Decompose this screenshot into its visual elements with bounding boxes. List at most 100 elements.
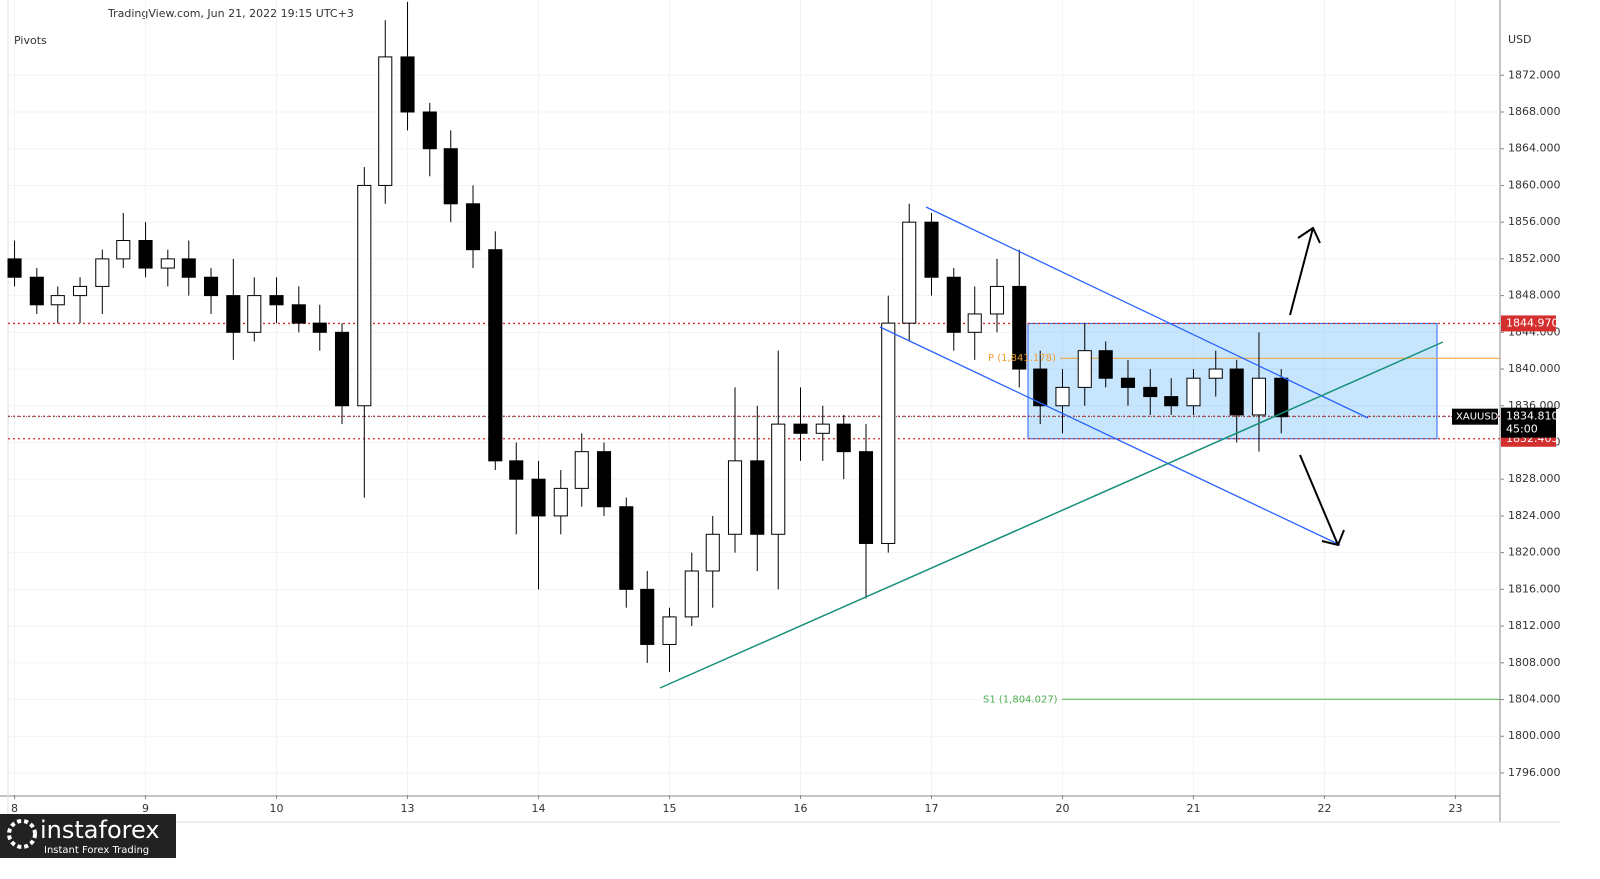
candle-body [72,285,88,297]
candle-body [640,588,655,645]
candle-body [1208,368,1223,379]
trendline [659,341,1444,689]
level-tag [1501,315,1556,332]
candle-body [1143,386,1158,398]
candle-body [160,258,175,269]
candle-body [1077,350,1092,388]
candle-body [334,331,350,407]
y-tick-label: 1828.000 [1508,472,1561,485]
x-tick-label: 10 [270,802,284,815]
candle-body [203,276,219,297]
x-tick-label: 15 [663,802,677,815]
candle-body [1033,368,1048,407]
candle-body [1229,368,1244,416]
candle-body [596,451,612,508]
candle-body [924,221,939,278]
candle-body [1164,396,1179,407]
candle-body [727,460,743,535]
x-tick-label: 21 [1186,802,1200,815]
y-tick-label: 1824.000 [1508,509,1561,522]
level-label: 1844.970 [1506,316,1559,329]
x-tick-label: 9 [142,802,149,815]
y-tick-label: 1840.000 [1508,362,1561,375]
candle-body [1251,377,1267,416]
candle-body [1186,377,1201,407]
header: TradingView.com, Jun 21, 2022 19:15 UTC+… [107,7,354,20]
x-tick-label: 13 [401,802,415,815]
candle-body [29,276,44,306]
candle-body [705,533,720,572]
y-tick-label: 1860.000 [1508,178,1561,191]
x-tick-label: 20 [1055,802,1069,815]
last-price-tag [1501,407,1556,438]
candle-body [574,451,589,489]
symbol-tag [1452,408,1498,425]
y-tick-label: 1800.000 [1508,729,1561,742]
x-tick-label: 14 [532,802,546,815]
x-tick-label: 22 [1317,802,1331,815]
candle-body [1274,377,1289,418]
y-tick-label: 1816.000 [1508,582,1561,595]
countdown: 45:00 [1506,423,1538,436]
candle-body [181,258,196,278]
pivot-label: S1 (1,804.027) [983,694,1058,705]
candle-body [116,240,131,260]
y-tick-label: 1872.000 [1508,68,1561,81]
candle-body [531,478,546,517]
candle-body [1120,377,1136,388]
watermark-box [0,814,176,858]
currency: USD [1508,33,1532,46]
candle-body [7,258,22,278]
candle-body [684,570,699,618]
candle-body [662,616,677,645]
y-tick-label: 1820.000 [1508,546,1561,559]
candle-body [291,304,306,324]
pivot-label: P (1,841.178) [988,353,1056,364]
watermark: instaforex Instant Forex Trading [0,814,176,858]
candle-body [619,506,634,590]
candle-body [95,258,110,287]
candle-body [858,451,874,544]
candle-body [989,285,1005,315]
watermark-brand: instaforex [40,816,160,844]
candle-body [509,460,524,480]
candle-body [422,111,437,150]
candle-body [836,423,851,453]
watermark-tagline: Instant Forex Trading [44,845,149,856]
channel-lower [879,326,1341,546]
candle-body [488,249,503,462]
x-tick-label: 17 [924,802,938,815]
candle-body [967,313,982,333]
y-tick-label: 1868.000 [1508,105,1561,118]
candle-body [226,295,241,333]
x-tick-label: 8 [11,802,18,815]
candle-body [1012,285,1027,370]
x-tick-label: 16 [794,802,808,815]
y-tick-label: 1796.000 [1508,766,1561,779]
candle-body [553,487,568,517]
candle-body [1098,350,1113,379]
candle-body [465,203,481,251]
candle-body [378,56,393,186]
y-tick-label: 1812.000 [1508,619,1561,632]
candle-body [357,184,372,407]
candle-body [902,221,917,324]
candle-body [750,460,765,535]
candle-body [443,148,458,205]
indicator-name: Pivots [14,34,47,47]
arrow-down [1299,454,1345,547]
candle-body [312,322,327,333]
candle-body [50,295,65,306]
candle-body [815,423,830,434]
candle-body [946,276,961,333]
y-tick-label: 1856.000 [1508,215,1561,228]
candle-body [138,240,153,269]
candle-body [881,322,896,544]
watermark-logo [7,819,37,849]
candle-body [1055,386,1070,407]
y-tick-label: 1808.000 [1508,656,1561,669]
y-tick-label: 1864.000 [1508,142,1561,155]
